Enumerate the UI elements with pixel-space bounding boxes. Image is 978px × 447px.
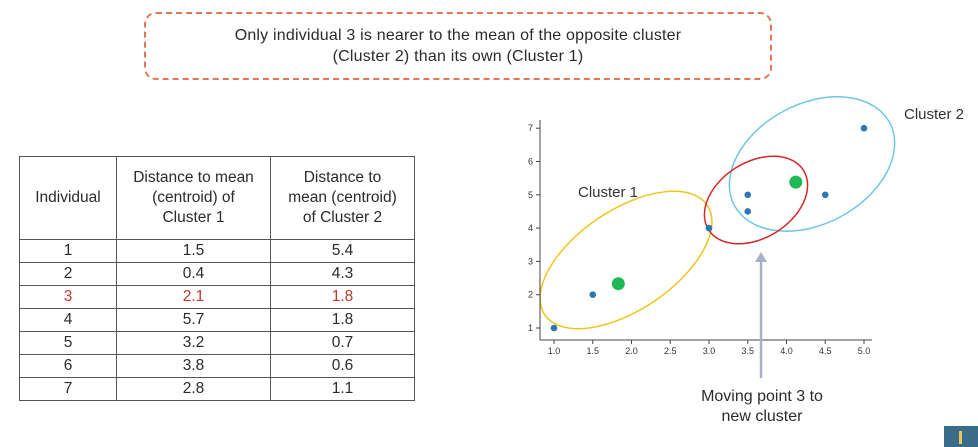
callout-line-2: (Cluster 2) than its own (Cluster 1) (332, 48, 584, 65)
y-tick-label: 4 (528, 223, 533, 233)
header-line: mean (centroid) (288, 189, 397, 206)
cell-individual: 1 (19, 239, 117, 263)
cluster-2-label: Cluster 2 (904, 106, 964, 123)
table-row: 5 3.2 0.7 (19, 331, 415, 355)
header-line: Cluster 1 (162, 209, 225, 226)
x-tick-label: 5.0 (858, 346, 871, 356)
x-tick-label: 1.0 (548, 346, 561, 356)
cell-dist-cluster-2: 1.1 (270, 377, 415, 401)
cell-dist-cluster-1: 3.2 (116, 331, 271, 355)
annotation-line-1: Moving point 3 to (701, 388, 823, 405)
data-point (589, 291, 597, 299)
data-point (705, 224, 713, 232)
y-tick-label: 2 (528, 290, 533, 300)
cell-dist-cluster-1: 0.4 (116, 262, 271, 286)
cluster-2-ellipse (728, 96, 896, 232)
table-row: 4 5.7 1.8 (19, 308, 415, 332)
cell-dist-cluster-2: 1.8 (270, 308, 415, 332)
cell-dist-cluster-1: 2.1 (116, 285, 271, 309)
cell-dist-cluster-1: 2.8 (116, 377, 271, 401)
moved-point-ellipse (703, 155, 809, 245)
cluster-scatter-plot: 1.0 1.5 2.0 2.5 3.0 3.5 4.0 4.5 5.0 1 2 3 4 5 6 7 Cluste… (528, 96, 964, 378)
cell-dist-cluster-1: 1.5 (116, 239, 271, 263)
y-tick-label: 1 (528, 323, 533, 333)
header-line: Distance to mean (133, 169, 254, 186)
header-line: Distance to (303, 169, 382, 186)
table-row-highlighted: 3 2.1 1.8 (19, 285, 415, 309)
centroid-point (611, 277, 625, 291)
header-line: of Cluster 2 (302, 209, 383, 226)
data-point (821, 191, 829, 199)
cell-dist-cluster-1: 5.7 (116, 308, 271, 332)
y-tick-label: 7 (528, 123, 533, 133)
data-point (744, 191, 752, 199)
cell-individual: 2 (19, 262, 117, 286)
cluster-1-label: Cluster 1 (578, 184, 638, 201)
header-line: Individual (35, 189, 101, 206)
callout-box: Only individual 3 is nearer to the mean … (144, 12, 772, 80)
callout-line-1: Only individual 3 is nearer to the mean … (234, 27, 682, 44)
cell-dist-cluster-2: 0.6 (270, 354, 415, 378)
annotation-line-2: new cluster (721, 408, 803, 425)
cell-dist-cluster-2: 4.3 (270, 262, 415, 286)
header-individual: Individual (19, 156, 117, 240)
cell-individual: 6 (19, 354, 117, 378)
centroid-point (789, 175, 803, 189)
y-tick-label: 6 (528, 157, 533, 167)
y-tick-label: 3 (528, 256, 533, 266)
cell-dist-cluster-2: 5.4 (270, 239, 415, 263)
table-row: 2 0.4 4.3 (19, 262, 415, 286)
x-tick-label: 4.5 (819, 346, 832, 356)
distance-table: Individual Distance to mean (centroid) o… (19, 156, 415, 401)
cell-individual: 4 (19, 308, 117, 332)
data-point (860, 124, 868, 132)
table-header-row: Individual Distance to mean (centroid) o… (19, 156, 415, 240)
x-tick-label: 4.0 (780, 346, 793, 356)
move-annotation: Moving point 3 to new cluster (676, 387, 848, 427)
table-row: 6 3.8 0.6 (19, 354, 415, 378)
data-point (550, 324, 558, 332)
cell-dist-cluster-2: 0.7 (270, 331, 415, 355)
data-point (744, 208, 752, 215)
cluster-1-ellipse (539, 190, 713, 330)
header-line: (centroid) of (152, 189, 235, 206)
x-tick-label: 3.5 (741, 346, 754, 356)
x-tick-label: 2.5 (664, 346, 677, 356)
x-tick-label: 3.0 (703, 346, 716, 356)
cell-dist-cluster-1: 3.8 (116, 354, 271, 378)
x-tick-label: 1.5 (586, 346, 599, 356)
corner-logo (944, 426, 978, 447)
corner-logo-mark (959, 431, 962, 444)
cell-individual: 7 (19, 377, 117, 401)
cell-individual: 3 (19, 285, 117, 309)
header-distance-cluster-2: Distance to mean (centroid) of Cluster 2 (270, 156, 415, 240)
y-tick-label: 5 (528, 190, 533, 200)
x-tick-label: 2.0 (625, 346, 638, 356)
table-row: 7 2.8 1.1 (19, 377, 415, 401)
table-row: 1 1.5 5.4 (19, 239, 415, 263)
header-distance-cluster-1: Distance to mean (centroid) of Cluster 1 (116, 156, 271, 240)
cell-individual: 5 (19, 331, 117, 355)
cell-dist-cluster-2: 1.8 (270, 285, 415, 309)
move-arrow-head (755, 252, 767, 262)
